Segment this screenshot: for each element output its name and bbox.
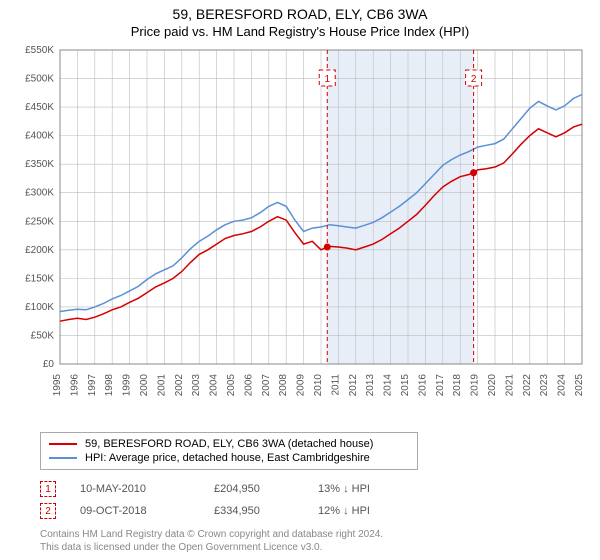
svg-text:2002: 2002	[174, 374, 185, 397]
svg-text:1995: 1995	[52, 374, 63, 397]
svg-text:£100K: £100K	[25, 302, 54, 313]
chart-plot-area: £0 £50K £100K £150K £200K £250K £300K £350K £400…	[12, 44, 588, 424]
svg-text:1999: 1999	[122, 374, 133, 397]
legend-box: 59, BERESFORD ROAD, ELY, CB6 3WA (detach…	[40, 432, 418, 470]
svg-text:2005: 2005	[226, 374, 237, 397]
svg-text:2006: 2006	[243, 374, 254, 397]
svg-text:2021: 2021	[504, 374, 515, 397]
svg-text:£250K: £250K	[25, 216, 54, 227]
svg-text:1997: 1997	[87, 374, 98, 397]
sale-price: £204,950	[214, 483, 294, 495]
svg-text:2017: 2017	[435, 374, 446, 397]
svg-text:£450K: £450K	[25, 102, 54, 113]
svg-text:2001: 2001	[156, 374, 167, 397]
svg-text:2000: 2000	[139, 374, 150, 397]
svg-text:2023: 2023	[539, 374, 550, 397]
sale-row: 1 10-MAY-2010 £204,950 13% ↓ HPI	[40, 478, 438, 500]
svg-text:2013: 2013	[365, 374, 376, 397]
footer-line-2: This data is licensed under the Open Gov…	[40, 541, 383, 554]
sales-table: 1 10-MAY-2010 £204,950 13% ↓ HPI 2 09-OCT-201…	[40, 478, 438, 522]
svg-text:2016: 2016	[417, 374, 428, 397]
svg-text:2019: 2019	[470, 374, 481, 397]
footer-attribution: Contains HM Land Registry data © Crown c…	[40, 528, 383, 554]
sale-row: 2 09-OCT-2018 £334,950 12% ↓ HPI	[40, 500, 438, 522]
svg-text:£550K: £550K	[25, 45, 54, 56]
legend-swatch	[49, 457, 77, 459]
svg-text:£0: £0	[43, 359, 55, 370]
svg-text:2007: 2007	[261, 374, 272, 397]
legend-swatch	[49, 443, 77, 445]
svg-text:2: 2	[471, 74, 477, 85]
svg-text:2014: 2014	[383, 374, 394, 397]
svg-text:2015: 2015	[400, 374, 411, 397]
chart-svg: £0 £50K £100K £150K £200K £250K £300K £350K £400…	[12, 44, 588, 424]
legend-label: 59, BERESFORD ROAD, ELY, CB6 3WA (detach…	[85, 438, 373, 450]
chart-subtitle: Price paid vs. HM Land Registry's House …	[0, 22, 600, 39]
svg-text:2011: 2011	[330, 374, 341, 396]
footer-line-1: Contains HM Land Registry data © Crown c…	[40, 528, 383, 541]
svg-text:2020: 2020	[487, 374, 498, 397]
svg-text:£500K: £500K	[25, 74, 54, 85]
chart-title: 59, BERESFORD ROAD, ELY, CB6 3WA	[0, 0, 600, 22]
svg-text:1998: 1998	[104, 374, 115, 397]
svg-text:2018: 2018	[452, 374, 463, 397]
sale-price: £334,950	[214, 505, 294, 517]
svg-text:£200K: £200K	[25, 245, 54, 256]
svg-text:£50K: £50K	[31, 330, 55, 341]
svg-text:£400K: £400K	[25, 131, 54, 142]
legend-label: HPI: Average price, detached house, East…	[85, 452, 370, 464]
svg-text:£300K: £300K	[25, 188, 54, 199]
legend-item: HPI: Average price, detached house, East…	[49, 451, 409, 465]
sale-marker-icon: 1	[40, 481, 56, 497]
svg-text:2010: 2010	[313, 374, 324, 397]
svg-text:£150K: £150K	[25, 273, 54, 284]
svg-text:2012: 2012	[348, 374, 359, 397]
sale-vs-hpi: 12% ↓ HPI	[318, 505, 438, 517]
svg-text:2024: 2024	[557, 374, 568, 397]
sale-date: 10-MAY-2010	[80, 483, 190, 495]
sale-vs-hpi: 13% ↓ HPI	[318, 483, 438, 495]
svg-text:2008: 2008	[278, 374, 289, 397]
legend-item: 59, BERESFORD ROAD, ELY, CB6 3WA (detach…	[49, 437, 409, 451]
svg-text:2003: 2003	[191, 374, 202, 397]
svg-text:2025: 2025	[574, 374, 585, 397]
svg-text:1996: 1996	[69, 374, 80, 397]
svg-text:2022: 2022	[522, 374, 533, 397]
svg-text:2009: 2009	[296, 374, 307, 397]
svg-text:2004: 2004	[209, 374, 220, 397]
svg-text:£350K: £350K	[25, 159, 54, 170]
chart-container: 59, BERESFORD ROAD, ELY, CB6 3WA Price p…	[0, 0, 600, 560]
sale-marker-icon: 2	[40, 503, 56, 519]
svg-text:1: 1	[324, 74, 330, 85]
sale-date: 09-OCT-2018	[80, 505, 190, 517]
